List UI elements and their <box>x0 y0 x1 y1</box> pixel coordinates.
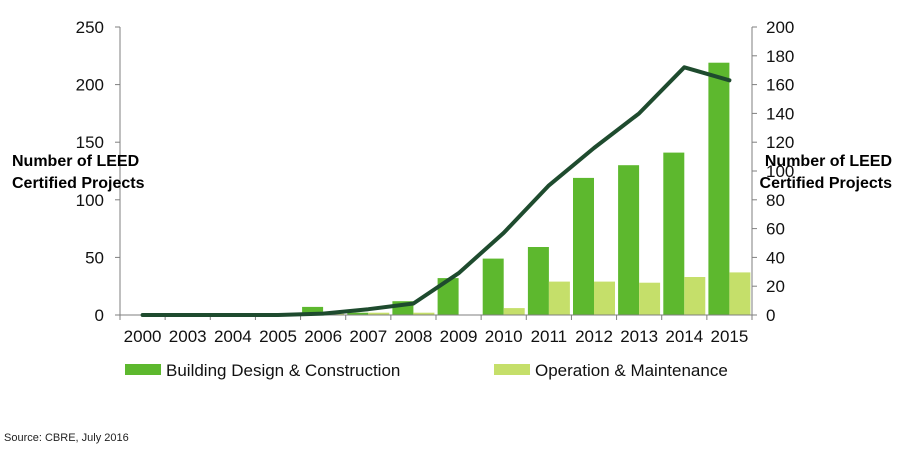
x-tick-label: 2000 <box>124 327 162 346</box>
x-tick-label: 2014 <box>665 327 703 346</box>
y2-tick-label: 20 <box>766 277 785 296</box>
bar-om-2008 <box>413 312 435 315</box>
bar-om-2012 <box>594 281 615 315</box>
x-tick-label: 2005 <box>259 327 297 346</box>
leed-chart: 0 50 100 150 200 250 0 20 40 60 80 100 120 140 160 180 2… <box>12 18 892 380</box>
x-tick-label: 2007 <box>349 327 387 346</box>
line-group <box>140 65 732 317</box>
bar-om-2007 <box>368 312 390 315</box>
legend: Building Design & Construction Operation … <box>125 361 728 380</box>
y2-tick-label: 60 <box>766 220 785 239</box>
bar-bdc-2011 <box>527 247 549 315</box>
x-tick-label: 2010 <box>485 327 523 346</box>
legend-label: Operation & Maintenance <box>535 361 728 380</box>
bar-bdc-2014 <box>663 152 685 315</box>
axis-titles: Number of LEED Certified Projects Number … <box>12 153 892 192</box>
axes-group <box>115 26 757 320</box>
ticks-group: 0 50 100 150 200 250 0 20 40 60 80 100 120 140 160 180 2… <box>76 18 795 346</box>
y2-tick-label: 160 <box>766 76 794 95</box>
y-tick-label: 150 <box>76 133 104 152</box>
y-tick-label: 0 <box>95 306 104 325</box>
y2-axis-title: Number of LEED Certified Projects <box>760 153 893 192</box>
y2-tick-label: 140 <box>766 104 794 123</box>
y2-tick-label: 120 <box>766 133 794 152</box>
y-axis-title: Number of LEED Certified Projects <box>12 153 145 192</box>
bar-om-2015 <box>729 272 751 315</box>
x-tick-label: 2008 <box>395 327 433 346</box>
y-tick-label: 250 <box>76 18 104 37</box>
bars-group <box>257 62 751 316</box>
legend-label: Building Design & Construction <box>166 361 400 380</box>
y2-tick-label: 200 <box>766 18 794 37</box>
bar-bdc-2015 <box>708 62 730 316</box>
bar-bdc-2013 <box>618 165 640 315</box>
y2-tick-label: 180 <box>766 47 794 66</box>
x-tick-label: 2012 <box>575 327 613 346</box>
x-tick-label: 2006 <box>304 327 342 346</box>
y2-tick-label: 80 <box>766 191 785 210</box>
bar-om-2011 <box>548 281 570 315</box>
y2-tick-label: 40 <box>766 248 785 267</box>
y-tick-label: 50 <box>85 248 104 267</box>
bar-om-2014 <box>684 277 706 315</box>
y2-tick-label: 100 <box>766 162 794 181</box>
bar-bdc-2012 <box>573 177 594 315</box>
bar-bdc-2006 <box>302 306 324 315</box>
bar-bdc-2007 <box>347 312 369 315</box>
x-tick-label: 2015 <box>711 327 749 346</box>
legend-swatch <box>125 364 161 375</box>
legend-swatch <box>494 364 530 375</box>
bar-om-2013 <box>639 282 661 315</box>
x-tick-label: 2003 <box>169 327 207 346</box>
x-tick-label: 2011 <box>531 327 568 346</box>
line-series-total <box>140 65 732 317</box>
bar-om-2010 <box>503 308 525 315</box>
y2-tick-label: 0 <box>766 306 775 325</box>
x-tick-label: 2004 <box>214 327 252 346</box>
bar-bdc-2009 <box>437 278 459 315</box>
x-tick-label: 2009 <box>440 327 478 346</box>
x-tick-label: 2013 <box>620 327 658 346</box>
y-tick-label: 100 <box>76 191 104 210</box>
source-note: Source: CBRE, July 2016 <box>4 432 129 444</box>
bar-bdc-2010 <box>482 258 504 315</box>
y-tick-label: 200 <box>76 76 104 95</box>
